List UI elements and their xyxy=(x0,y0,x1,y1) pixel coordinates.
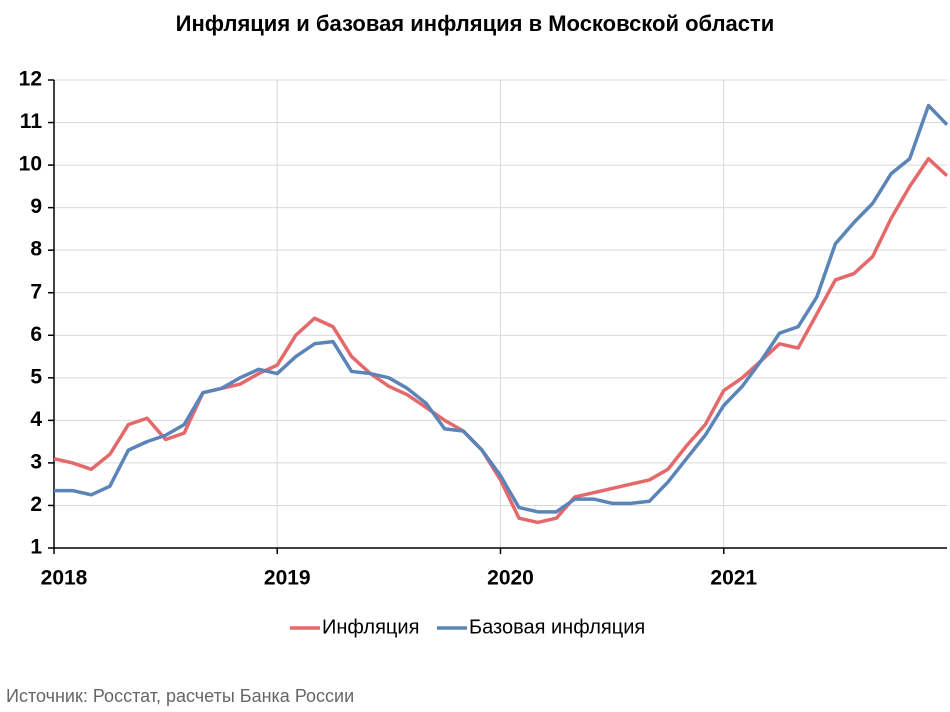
y-tick-label: 11 xyxy=(20,110,43,133)
x-tick-label: 2020 xyxy=(487,567,534,590)
y-tick-label: 2 xyxy=(30,493,42,516)
y-tick-label: 3 xyxy=(30,450,42,473)
y-tick-label: 10 xyxy=(19,153,42,176)
chart: Инфляция и базовая инфляция в Московской… xyxy=(0,0,950,712)
chart-title: Инфляция и базовая инфляция в Московской… xyxy=(176,11,775,36)
y-tick-label: 5 xyxy=(30,365,42,388)
source-note: Источник: Росстат, расчеты Банка России xyxy=(6,686,354,706)
y-tick-label: 12 xyxy=(19,68,42,91)
y-tick-label: 1 xyxy=(30,536,42,559)
y-tick-label: 6 xyxy=(30,323,42,346)
x-tick-label: 2021 xyxy=(710,567,757,590)
y-tick-label: 7 xyxy=(30,280,42,303)
y-tick-label: 9 xyxy=(30,195,42,218)
legend-label: Инфляция xyxy=(322,616,419,638)
y-tick-label: 4 xyxy=(30,408,42,431)
y-tick-label: 8 xyxy=(30,238,42,261)
legend-label: Базовая инфляция xyxy=(469,616,645,638)
x-tick-label: 2019 xyxy=(264,567,311,590)
x-tick-label: 2018 xyxy=(41,567,88,590)
